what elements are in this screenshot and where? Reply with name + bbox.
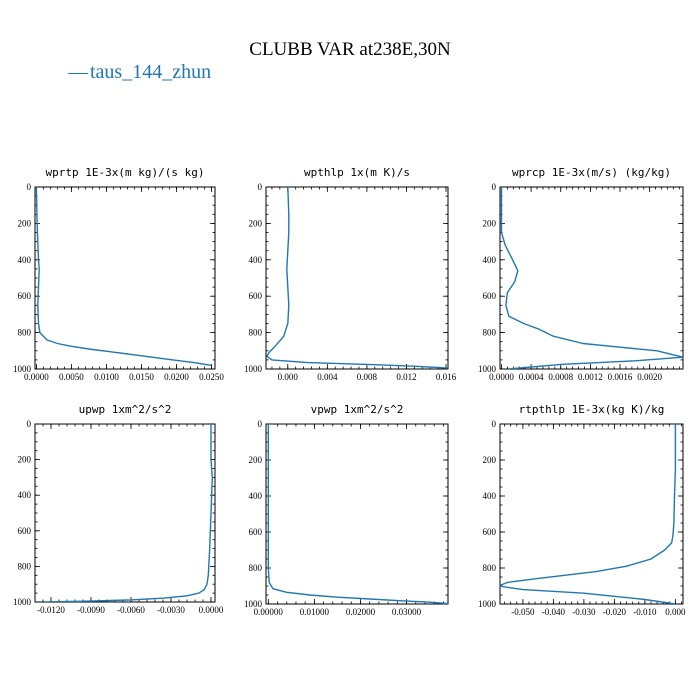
y-tick-label: 600 <box>18 291 32 301</box>
x-tick-label: 0.0100 <box>94 372 119 382</box>
series-line <box>500 187 683 369</box>
x-tick-label: 0.0200 <box>164 372 189 382</box>
x-tick-label: -0.0030 <box>157 605 185 615</box>
y-tick-label: 0 <box>492 182 497 192</box>
panel-title: wpthlp 1x(m K)/s <box>304 166 410 179</box>
y-tick-label: 1000 <box>478 364 497 374</box>
y-tick-label: 200 <box>483 218 497 228</box>
y-tick-label: 200 <box>18 218 32 228</box>
x-tick-label: 0.000 <box>665 607 686 617</box>
y-tick-label: 600 <box>483 291 497 301</box>
y-tick-label: 600 <box>483 527 497 537</box>
x-tick-label: 0.00000 <box>254 607 284 617</box>
x-tick-label: 0.016 <box>436 372 457 382</box>
x-tick-label: 0.004 <box>317 372 338 382</box>
panel-3: wprcp 1E-3x(m/s) (kg/kg) 0.0000 0.0004 0.00… <box>478 166 684 382</box>
x-tick-label: 0.008 <box>357 372 378 382</box>
y-tick-label: 400 <box>483 491 497 501</box>
y-tick-label: 1000 <box>244 364 263 374</box>
y-tick-label: 600 <box>249 291 263 301</box>
x-tick-label: -0.040 <box>542 607 566 617</box>
x-tick-label: 0.0004 <box>519 372 544 382</box>
series-line <box>266 187 448 369</box>
x-tick-label: -0.010 <box>633 607 657 617</box>
y-tick-label: 800 <box>483 328 497 338</box>
y-tick-label: 200 <box>483 455 497 465</box>
y-tick-label: 800 <box>18 328 32 338</box>
y-tick-label: 400 <box>483 255 497 265</box>
figure-title: CLUBB VAR at238E,30N <box>249 39 451 60</box>
panel-5: vpwp 1xm^2/s^2 0.00000 0.01000 0.02000 0.030… <box>244 403 449 617</box>
panel-title: wprcp 1E-3x(m/s) (kg/kg) <box>512 166 671 179</box>
x-tick-label: 0.0020 <box>637 372 662 382</box>
plot-frame <box>499 186 684 370</box>
x-tick-label: -0.0090 <box>77 605 105 615</box>
plot-frame <box>499 423 684 605</box>
x-tick-label: -0.0060 <box>117 605 145 615</box>
legend-line-glyph: — <box>67 61 89 83</box>
plot-frame <box>34 423 216 603</box>
panel-1: wprtp 1E-3x(m kg)/(s kg) 0.0000 0.0050 0.01… <box>13 166 224 382</box>
series-line <box>35 187 212 367</box>
y-tick-label: 800 <box>483 563 497 573</box>
x-tick-label: 0.0050 <box>59 372 84 382</box>
x-tick-label: 0.0016 <box>608 372 633 382</box>
y-tick-label: 1000 <box>13 597 32 607</box>
x-tick-label: 0.012 <box>396 372 416 382</box>
panel-2: wpthlp 1x(m K)/s 0.000 0.004 0.008 0.012 0.01… <box>244 166 457 382</box>
panel-title: wprtp 1E-3x(m kg)/(s kg) <box>46 166 205 179</box>
panel-title: upwp 1xm^2/s^2 <box>79 403 172 416</box>
series-line <box>267 424 448 604</box>
x-tick-label: 0.03000 <box>392 607 422 617</box>
y-tick-label: 1000 <box>13 364 32 374</box>
y-tick-label: 0 <box>258 419 263 429</box>
legend-label: taus_144_zhun <box>90 61 211 83</box>
panel-grid: wprtp 1E-3x(m kg)/(s kg)0.0000 0.0050 0.01… <box>13 166 686 617</box>
plot-frame <box>265 186 449 370</box>
x-tick-label: -0.0120 <box>37 605 65 615</box>
y-tick-label: 600 <box>249 527 263 537</box>
panel-title: rtpthlp 1E-3x(kg K)/kg <box>519 403 665 416</box>
y-tick-label: 600 <box>18 526 32 536</box>
y-tick-label: 400 <box>249 491 263 501</box>
x-tick-label: -0.020 <box>603 607 627 617</box>
y-tick-label: 800 <box>249 563 263 573</box>
y-tick-label: 0 <box>492 419 497 429</box>
y-tick-label: 0 <box>27 419 32 429</box>
panel-title: vpwp 1xm^2/s^2 <box>311 403 404 416</box>
y-tick-label: 0 <box>258 182 263 192</box>
plot-frame <box>34 186 216 370</box>
series-line <box>500 424 677 604</box>
y-tick-label: 400 <box>18 490 32 500</box>
x-tick-label: 0.02000 <box>346 607 376 617</box>
y-tick-label: 200 <box>249 218 263 228</box>
y-tick-label: 1000 <box>478 599 497 609</box>
y-tick-label: 800 <box>249 328 263 338</box>
x-tick-label: 0.000 <box>278 372 299 382</box>
x-tick-label: 0.01000 <box>300 607 330 617</box>
x-tick-label: -0.030 <box>572 607 596 617</box>
y-tick-label: 200 <box>18 455 32 465</box>
x-tick-label: 0.0000 <box>24 372 49 382</box>
x-tick-label: 0.0150 <box>129 372 154 382</box>
x-tick-label: 0.0008 <box>548 372 573 382</box>
y-tick-label: 0 <box>27 182 32 192</box>
x-tick-label: 0.0000 <box>199 605 224 615</box>
y-tick-label: 400 <box>249 255 263 265</box>
x-tick-label: 0.0250 <box>199 372 224 382</box>
x-tick-label: 0.0000 <box>489 372 514 382</box>
legend: — taus_144_zhun <box>67 61 211 83</box>
x-tick-label: 0.0012 <box>578 372 603 382</box>
y-tick-label: 200 <box>249 455 263 465</box>
series-line <box>44 424 214 602</box>
plot-frame <box>265 423 449 605</box>
panel-6: rtpthlp 1E-3x(kg K)/kg -0.050 -0.040 -0.030… <box>478 403 686 617</box>
panel-4: upwp 1xm^2/s^2 -0.0120 -0.0090 -0.0060 -0.00… <box>13 403 224 615</box>
x-tick-label: -0.050 <box>511 607 535 617</box>
y-tick-label: 400 <box>18 255 32 265</box>
y-tick-label: 1000 <box>244 599 263 609</box>
y-tick-label: 800 <box>18 561 32 571</box>
